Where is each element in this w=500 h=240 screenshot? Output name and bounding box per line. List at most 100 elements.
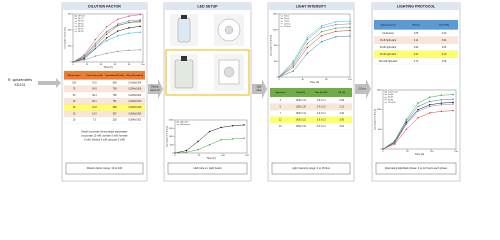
table-cell: 30 <box>73 107 76 109</box>
table-cell: 2.73 <box>414 61 419 63</box>
data-point <box>83 58 85 60</box>
y-tick-label: 1800 <box>377 90 383 92</box>
table-header-cell: Eff. (%) <box>338 92 345 94</box>
strain-label: R. sphaeroides <box>8 78 32 82</box>
legend-label: 7 klux <box>284 21 289 23</box>
table-cell: 10 <box>73 120 76 122</box>
table-cell: 100 <box>72 82 77 84</box>
legend-label: LED tube <box>180 121 189 124</box>
table-cell: 3.40 <box>340 113 345 115</box>
arrow <box>355 79 371 99</box>
data-point <box>292 64 294 66</box>
data-point <box>197 149 199 151</box>
data-point <box>349 23 351 25</box>
y-tick-label: 0 <box>276 77 278 79</box>
x-tick-label: 150 <box>245 155 249 157</box>
x-tick-label: 100 <box>221 155 225 157</box>
panel-title: LIGHT INTENSITY <box>296 5 327 9</box>
diagram: R. sphaeroides KD131 Dilution factor 10 … <box>8 2 461 182</box>
panel-title: DILUTION FACTOR <box>88 5 121 9</box>
table-cell: 1260 ± 41 <box>296 113 307 115</box>
data-point <box>440 104 443 106</box>
x-tick-label: 50 <box>198 155 201 157</box>
panel-header <box>62 3 147 10</box>
data-point <box>72 61 74 63</box>
series-line <box>278 23 351 78</box>
data-point <box>83 56 85 58</box>
arrow-label: tube <box>257 89 262 92</box>
data-point <box>405 128 408 131</box>
arrow-label: factor 10 <box>150 89 160 92</box>
legend-label: 9h-9h <box>388 99 393 101</box>
panel-footer <box>271 162 351 175</box>
data-point <box>417 102 419 104</box>
data-point <box>117 18 119 21</box>
x-tick-label: 80 <box>128 64 131 66</box>
table-cell: 0.040±0.003 <box>128 101 141 103</box>
table-cell: 3.22 <box>414 54 419 56</box>
panel-header <box>372 3 460 10</box>
legend-label: 3 klux <box>284 16 289 18</box>
data-point <box>429 105 431 108</box>
table-row <box>269 122 353 130</box>
panel-header <box>164 3 251 10</box>
table-cell: 228 <box>113 120 118 122</box>
plot-frame <box>382 89 457 150</box>
data-point <box>208 144 211 146</box>
data-point <box>440 102 443 104</box>
x-tick-label: 0 <box>278 79 280 81</box>
x-tick-label: 60 <box>114 64 117 66</box>
table-cell: 21.8 <box>92 107 97 109</box>
panel-footer <box>167 162 248 175</box>
data-point <box>306 46 309 49</box>
data-point <box>105 52 108 55</box>
data-point <box>440 94 443 96</box>
data-point <box>452 98 454 100</box>
table-header-cell: H2 (L/L) <box>412 24 419 26</box>
data-point <box>382 148 384 150</box>
x-tick-label: 40 <box>301 79 304 81</box>
data-point <box>417 105 419 108</box>
bottle <box>177 17 191 43</box>
x-tick-label: 100 <box>430 151 434 153</box>
footer-text: Alternating light/dark phase: 3 to 12 ho… <box>385 166 448 170</box>
data-point <box>393 140 396 142</box>
table-cell: 12 <box>279 119 282 121</box>
data-point <box>117 50 119 53</box>
data-point <box>139 25 141 28</box>
data-point <box>292 66 294 68</box>
note: 6 mM, ethanol 3 mM, glucose 2 mM) <box>84 139 125 142</box>
table-cell: 29.1 <box>92 101 97 103</box>
data-point <box>174 152 176 154</box>
legend-label: Continuous <box>388 91 398 94</box>
legend-label: DF 100 <box>78 16 85 18</box>
table-cell: 4.38 <box>442 61 447 63</box>
x-axis-label: Time (h) <box>415 153 424 156</box>
footer-text: Light intensity range: 3 to 15 klux <box>292 166 331 170</box>
table-cell: 0.024±0.006 <box>128 89 141 91</box>
note: Model succinate fermentation wastewater <box>82 131 128 134</box>
table-cell: 3.61 <box>340 126 345 128</box>
legend-label: 5 klux <box>284 18 289 20</box>
table-cell: 3.3 ± 0.1 <box>317 126 327 128</box>
x-tick-label: 80 <box>325 79 328 81</box>
table-cell: 2.65 <box>414 33 419 35</box>
panel-footer <box>65 162 144 175</box>
data-point <box>83 59 85 61</box>
data-point <box>197 140 199 143</box>
table-cell: 5.10 <box>442 54 447 56</box>
x-tick-label: 0 <box>174 155 176 157</box>
table-cell: 3 <box>280 100 282 102</box>
data-point <box>335 27 337 29</box>
table-cell: 15 <box>279 126 282 128</box>
x-tick-label: 0 <box>72 64 74 66</box>
data-point <box>405 123 408 126</box>
footer-text: Dilution factor range: 10 to 100 <box>87 166 123 170</box>
data-point <box>335 30 337 33</box>
data-point <box>349 20 351 22</box>
data-point <box>139 49 141 51</box>
highlight-frame <box>165 49 250 96</box>
table-header-cell: Lighting protocol <box>380 23 396 26</box>
data-point <box>128 27 130 29</box>
table-header-cell: Rate (mL/L/h) <box>315 91 327 94</box>
